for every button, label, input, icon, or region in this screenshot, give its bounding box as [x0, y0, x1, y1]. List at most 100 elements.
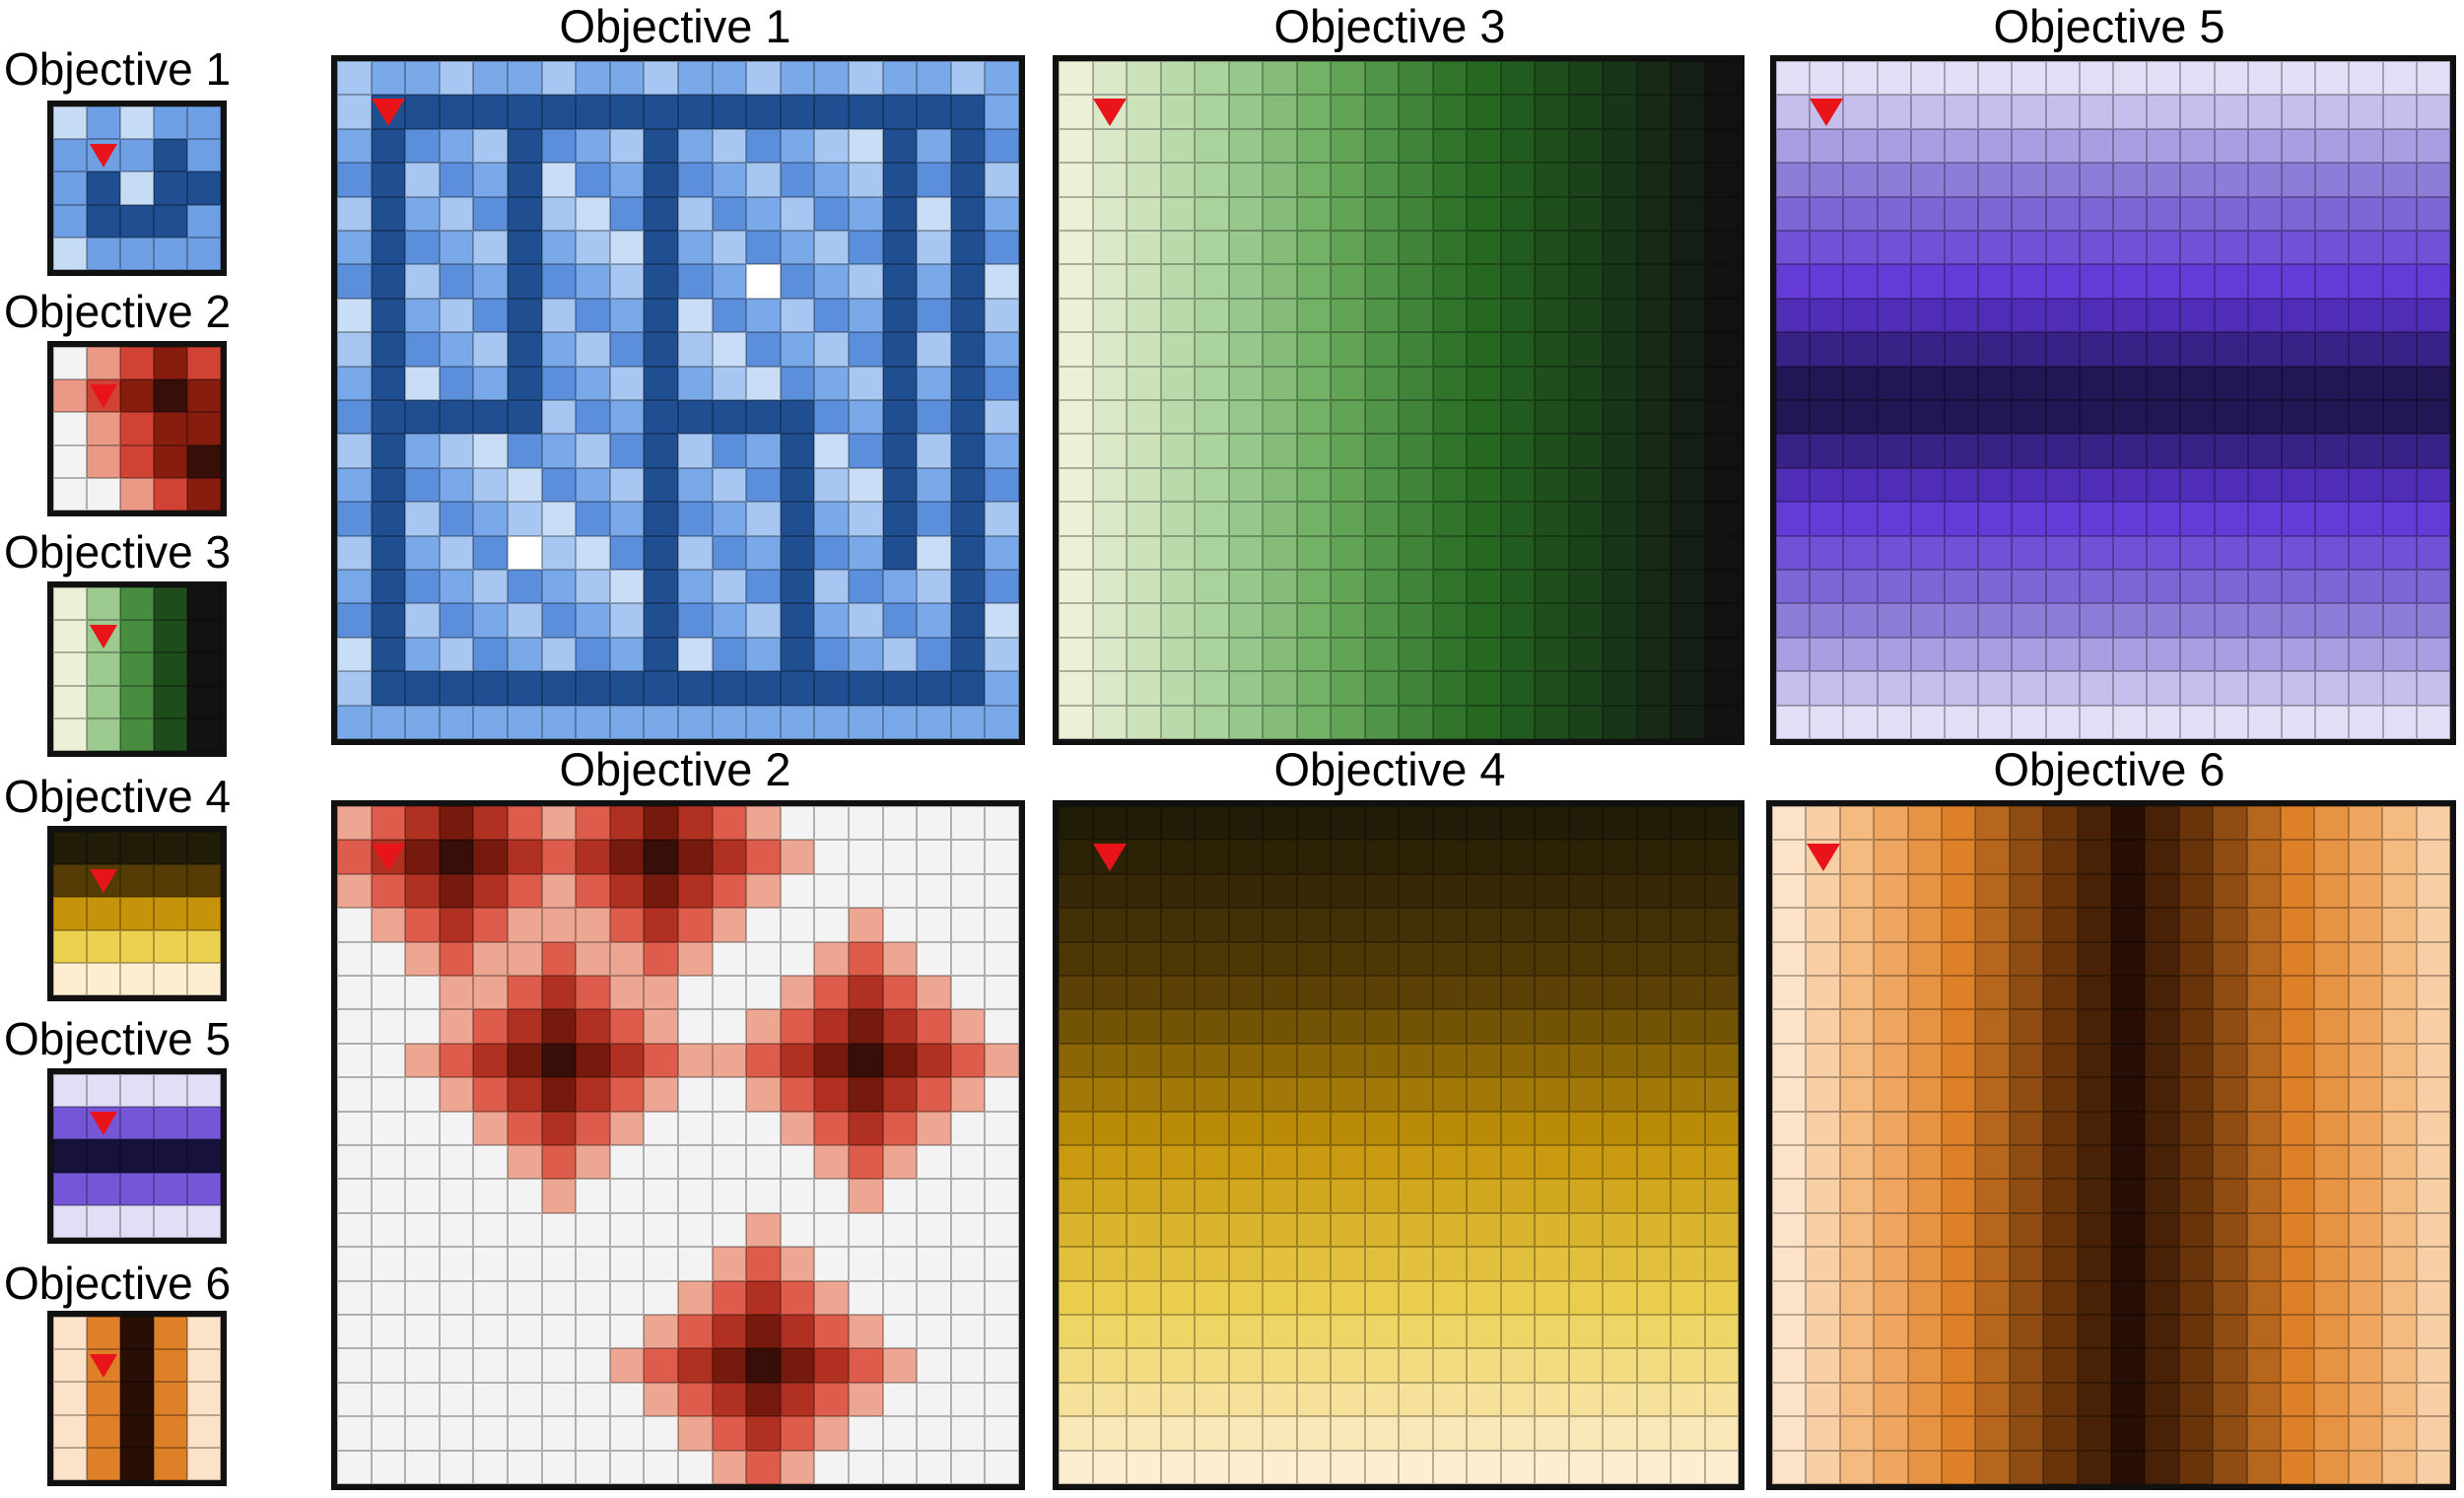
- grid-cell: [814, 806, 849, 841]
- grid-cell: [2382, 128, 2417, 164]
- grid-cell: [1671, 400, 1705, 435]
- grid-cell: [1432, 128, 1467, 164]
- small-title-2: Objective 2: [4, 286, 232, 337]
- grid-cell: [1228, 1382, 1263, 1417]
- grid-cell: [1975, 1382, 2010, 1417]
- grid-cell: [1432, 671, 1467, 706]
- agent-marker-icon: [1806, 843, 1840, 871]
- grid-cell: [53, 412, 87, 445]
- grid-cell: [2315, 570, 2350, 604]
- grid-cell: [1467, 1450, 1501, 1484]
- grid-cell: [1467, 264, 1501, 299]
- grid-cell: [1059, 332, 1093, 367]
- grid-cell: [2145, 1348, 2179, 1383]
- grid-cell: [371, 1009, 406, 1044]
- grid-cell: [2180, 298, 2215, 333]
- grid-cell: [1704, 332, 1739, 367]
- grid-cell: [1839, 941, 1875, 976]
- grid-cell: [1364, 128, 1399, 164]
- grid-cell: [1636, 1315, 1671, 1349]
- grid-cell: [1636, 1077, 1671, 1112]
- grid-cell: [2314, 908, 2349, 942]
- grid-cell: [2113, 163, 2148, 197]
- grid-cell: [2382, 1382, 2417, 1417]
- grid-cell: [1432, 1280, 1467, 1315]
- grid-cell: [917, 1111, 951, 1145]
- grid-cell: [1092, 908, 1127, 942]
- grid-cell: [1636, 535, 1671, 570]
- grid-cell: [1059, 264, 1093, 299]
- grid-cell: [187, 1172, 221, 1205]
- grid-cell: [644, 1145, 678, 1180]
- grid-cell: [87, 237, 120, 270]
- grid-cell: [1399, 1212, 1433, 1248]
- grid-cell: [2009, 1450, 2044, 1484]
- grid-cell: [1568, 128, 1603, 164]
- grid-cell: [2043, 873, 2078, 909]
- grid-cell: [541, 264, 577, 299]
- grid-cell: [87, 897, 120, 930]
- grid-cell: [337, 1416, 372, 1451]
- grid-cell: [2349, 128, 2383, 164]
- grid-cell: [2079, 163, 2113, 197]
- grid-cell: [1263, 570, 1297, 604]
- grid-cell: [1776, 671, 1811, 706]
- grid-cell: [405, 941, 440, 976]
- grid-cell: [2180, 637, 2215, 672]
- cell-grid: [1059, 61, 1739, 739]
- grid-cell: [1364, 908, 1399, 942]
- grid-cell: [1839, 1043, 1875, 1078]
- grid-cell: [712, 1450, 747, 1484]
- grid-cell: [2382, 873, 2417, 909]
- grid-cell: [1776, 332, 1811, 367]
- grid-cell: [2043, 1043, 2078, 1078]
- grid-cell: [1467, 400, 1501, 435]
- grid-cell: [780, 298, 815, 333]
- grid-cell: [1296, 806, 1331, 841]
- grid-cell: [2382, 535, 2417, 570]
- grid-cell: [1364, 976, 1399, 1010]
- grid-cell: [1467, 1179, 1501, 1213]
- grid-cell: [1704, 1382, 1739, 1417]
- grid-cell: [1127, 196, 1161, 231]
- grid-cell: [1059, 1145, 1093, 1180]
- grid-cell: [1092, 637, 1127, 672]
- grid-cell: [2382, 231, 2417, 265]
- grid-cell: [2147, 434, 2181, 468]
- grid-cell: [1671, 467, 1705, 503]
- grid-cell: [1877, 400, 1911, 435]
- grid-cell: [1945, 163, 1979, 197]
- grid-cell: [1364, 1111, 1399, 1145]
- grid-cell: [1568, 1416, 1603, 1451]
- grid-cell: [677, 231, 713, 265]
- grid-cell: [609, 908, 645, 942]
- grid-cell: [1195, 637, 1229, 672]
- grid-cell: [1228, 1416, 1263, 1451]
- grid-cell: [1228, 196, 1263, 231]
- grid-cell: [2246, 1247, 2281, 1281]
- grid-cell: [1296, 502, 1331, 536]
- grid-cell: [1603, 400, 1637, 435]
- grid-cell: [2045, 163, 2080, 197]
- grid-cell: [677, 671, 713, 706]
- grid-cell: [1776, 400, 1811, 435]
- grid-cell: [187, 1414, 221, 1448]
- grid-cell: [985, 163, 1019, 197]
- grid-cell: [2111, 840, 2146, 874]
- grid-cell: [1806, 941, 1840, 976]
- grid-cell: [2349, 163, 2383, 197]
- grid-cell: [1432, 908, 1467, 942]
- grid-cell: [2012, 467, 2046, 503]
- grid-cell: [644, 502, 678, 536]
- grid-cell: [337, 1009, 372, 1044]
- grid-cell: [1500, 908, 1535, 942]
- grid-cell: [1160, 366, 1195, 400]
- grid-cell: [2214, 298, 2248, 333]
- grid-cell: [1228, 1247, 1263, 1281]
- grid-cell: [1704, 806, 1739, 841]
- grid-cell: [882, 976, 918, 1010]
- grid-cell: [1228, 1077, 1263, 1112]
- grid-cell: [187, 171, 221, 205]
- grid-cell: [1432, 1247, 1467, 1281]
- grid-cell: [337, 400, 372, 435]
